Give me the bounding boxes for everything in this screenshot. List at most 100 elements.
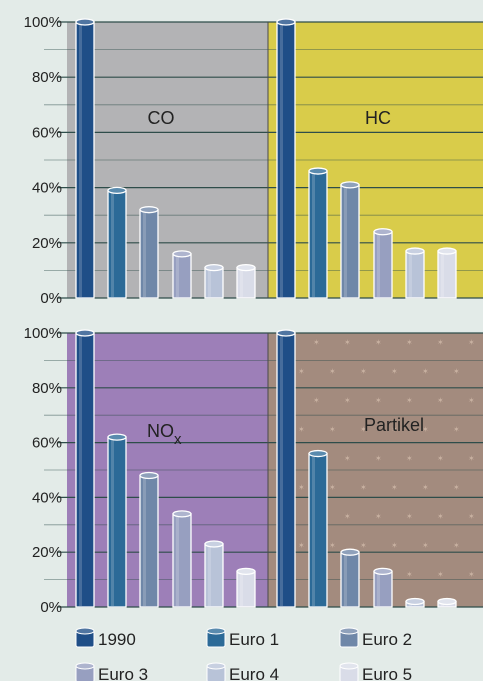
texture-star: ✶ bbox=[453, 425, 460, 434]
texture-star: ✶ bbox=[437, 570, 444, 579]
legend-label: Euro 2 bbox=[362, 630, 412, 649]
y-tick-label: 100% bbox=[24, 14, 62, 31]
bar-highlight bbox=[143, 210, 146, 297]
panel-label: Partikel bbox=[364, 415, 424, 435]
legend-swatch-cap bbox=[339, 627, 359, 635]
bar bbox=[340, 548, 360, 608]
bar-highlight bbox=[377, 232, 380, 297]
bar-highlight bbox=[208, 268, 211, 297]
texture-star: ✶ bbox=[468, 570, 475, 579]
texture-star: ✶ bbox=[422, 541, 429, 550]
panel-bars-1 bbox=[75, 18, 256, 299]
bar-body bbox=[172, 513, 192, 608]
legend-swatch-cap bbox=[206, 662, 226, 670]
bar-cap bbox=[276, 329, 296, 337]
texture-star: ✶ bbox=[437, 512, 444, 521]
legend-item: Euro 5 bbox=[339, 662, 412, 681]
texture-star: ✶ bbox=[468, 512, 475, 521]
bar-body bbox=[204, 543, 224, 608]
legend-swatch-cap bbox=[339, 662, 359, 670]
legend-label: Euro 5 bbox=[362, 665, 412, 681]
bar-body bbox=[139, 474, 159, 608]
bar-cap bbox=[107, 433, 127, 441]
y-tick-label: 100% bbox=[24, 325, 62, 342]
texture-star: ✶ bbox=[375, 512, 382, 521]
bar-highlight bbox=[143, 476, 146, 606]
bar-highlight bbox=[280, 23, 283, 297]
bar bbox=[276, 18, 296, 299]
y-tick-label: 80% bbox=[32, 380, 62, 397]
texture-star: ✶ bbox=[468, 338, 475, 347]
bar-highlight bbox=[240, 268, 243, 297]
texture-star: ✶ bbox=[422, 483, 429, 492]
panel-label: HC bbox=[365, 108, 391, 128]
bar-cap bbox=[373, 567, 393, 576]
y-tick-label: 40% bbox=[32, 489, 62, 506]
bar-highlight bbox=[240, 572, 243, 606]
texture-star: ✶ bbox=[391, 541, 398, 550]
texture-star: ✶ bbox=[344, 338, 351, 347]
bar-body bbox=[308, 452, 328, 608]
bar bbox=[340, 181, 360, 299]
legend-item: Euro 2 bbox=[339, 627, 412, 649]
bar bbox=[437, 247, 457, 299]
bar-highlight bbox=[312, 172, 315, 297]
bar-body bbox=[276, 21, 296, 299]
bar-body bbox=[236, 570, 256, 608]
bar-cap bbox=[139, 206, 159, 214]
y-tick-label: 80% bbox=[32, 69, 62, 86]
bar-highlight bbox=[344, 185, 347, 297]
texture-star: ✶ bbox=[344, 396, 351, 405]
bar-body bbox=[75, 332, 95, 608]
bar bbox=[107, 186, 127, 299]
texture-star: ✶ bbox=[298, 541, 305, 550]
bar-body bbox=[75, 21, 95, 299]
bar-cap bbox=[437, 247, 457, 255]
legend-label: Euro 3 bbox=[98, 665, 148, 681]
y-tick-label: 40% bbox=[32, 180, 62, 197]
texture-star: ✶ bbox=[329, 541, 336, 550]
bar-highlight bbox=[409, 252, 412, 297]
texture-star: ✶ bbox=[344, 454, 351, 463]
texture-star: ✶ bbox=[437, 454, 444, 463]
bar-cap bbox=[405, 247, 425, 255]
bar bbox=[405, 597, 425, 608]
bar bbox=[276, 329, 296, 608]
bar bbox=[204, 263, 224, 299]
texture-star: ✶ bbox=[391, 425, 398, 434]
bar-cap bbox=[236, 263, 256, 272]
bar-body bbox=[172, 253, 192, 299]
texture-star: ✶ bbox=[406, 512, 413, 521]
texture-star: ✶ bbox=[329, 483, 336, 492]
bar-cap bbox=[308, 167, 328, 175]
bar-body bbox=[107, 436, 127, 608]
bar-body bbox=[308, 170, 328, 299]
bar-highlight bbox=[441, 252, 444, 297]
texture-star: ✶ bbox=[313, 338, 320, 347]
bar-body bbox=[405, 250, 425, 299]
bar bbox=[139, 471, 159, 608]
bar-body bbox=[204, 266, 224, 299]
bar bbox=[236, 263, 256, 299]
texture-star: ✶ bbox=[344, 512, 351, 521]
texture-star: ✶ bbox=[329, 367, 336, 376]
bar-highlight bbox=[208, 544, 211, 606]
gridlines-row-2: 100% 80% 60% 40% 20% 0% bbox=[24, 325, 483, 616]
texture-star: ✶ bbox=[298, 367, 305, 376]
bar-body bbox=[276, 332, 296, 608]
bar-cap bbox=[204, 540, 224, 548]
legend-item: Euro 4 bbox=[206, 662, 279, 681]
texture-star: ✶ bbox=[375, 338, 382, 347]
legend-swatch-cap bbox=[206, 627, 226, 635]
y-tick-label: 0% bbox=[40, 290, 62, 307]
bar bbox=[204, 540, 224, 608]
bar-cap bbox=[340, 548, 360, 556]
bar-cap bbox=[139, 471, 159, 480]
panel-bars-2 bbox=[276, 18, 457, 299]
bar-cap bbox=[405, 597, 425, 606]
bar-body bbox=[236, 266, 256, 299]
texture-star: ✶ bbox=[437, 396, 444, 405]
bar-cap bbox=[437, 597, 457, 606]
